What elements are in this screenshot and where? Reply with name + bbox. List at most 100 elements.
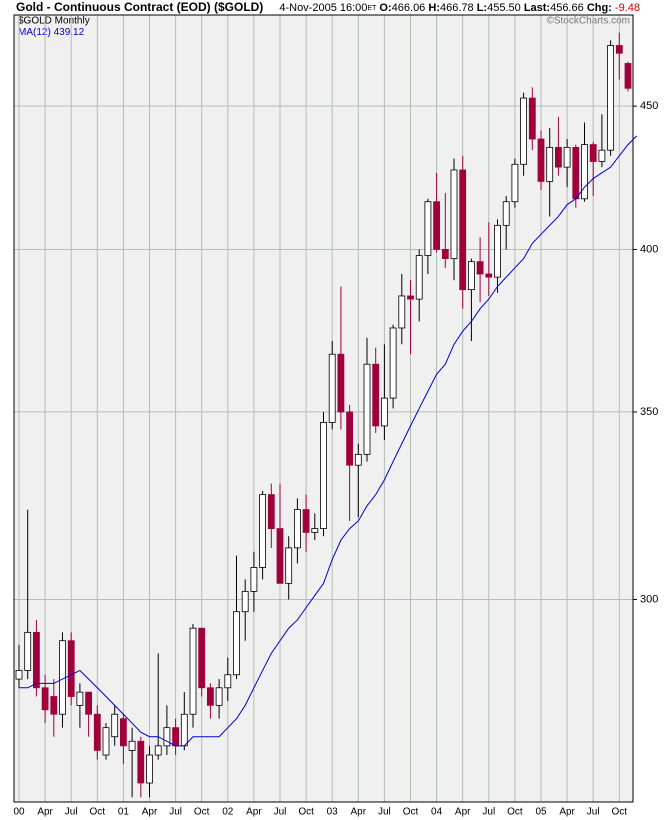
candle-body (581, 144, 588, 200)
candle-body (467, 261, 475, 291)
x-tick-label: Oct (194, 807, 210, 818)
quote: 4-Nov-2005 16:00ET O:466.06 H:466.78 L:4… (279, 2, 640, 14)
candle-body (372, 363, 380, 427)
candle-body (424, 201, 432, 256)
y-tick-label: 450 (640, 100, 658, 112)
x-tick-label: 01 (118, 807, 130, 818)
x-tick-label: Oct (298, 807, 314, 818)
candle-body (241, 590, 249, 613)
x-tick-label: Oct (612, 807, 628, 818)
candle-body (215, 687, 223, 706)
x-tick-label: Jul (482, 807, 495, 818)
candle-body (15, 670, 23, 680)
candle-body (276, 528, 284, 584)
x-tick-label: Oct (403, 807, 419, 818)
x-tick-label: 04 (431, 807, 443, 818)
candle-body (189, 627, 197, 715)
x-tick-label: Jul (378, 807, 391, 818)
candle-body (450, 169, 458, 260)
candle-body (180, 713, 188, 747)
x-tick-label: Jul (65, 807, 78, 818)
ma-name: MA(12) (18, 27, 51, 38)
candle-body (293, 509, 301, 549)
candle-body (206, 687, 214, 706)
candle-body (433, 201, 441, 250)
x-tick-label: Jul (587, 807, 600, 818)
candle-body (172, 727, 180, 747)
x-tick-label: 00 (13, 807, 25, 818)
candle-body (320, 421, 327, 529)
candle-body (511, 163, 519, 203)
candle-body (407, 295, 414, 300)
quote-tz: ET (367, 5, 377, 12)
x-tick-label: Apr (142, 807, 158, 818)
candle-body (459, 169, 467, 291)
candle-body (146, 754, 153, 784)
x-tick-label: Apr (351, 807, 367, 818)
candle-body (328, 353, 336, 423)
candle-body (137, 740, 145, 784)
candle-body (302, 509, 310, 533)
candle-body (163, 727, 171, 747)
candle-body (233, 611, 240, 676)
candle-body (494, 224, 501, 278)
candle-body (520, 97, 527, 165)
quote-field-value: 455.50 (487, 2, 521, 14)
candle-body (59, 640, 66, 715)
y-tick-label: 400 (640, 243, 658, 255)
x-tick-label: Jul (169, 807, 182, 818)
candle-body (555, 146, 562, 168)
candle-body (624, 63, 632, 89)
ma-legend: MA(12) 439.12 (18, 27, 85, 38)
symbol-label: $GOLD Monthly (18, 16, 90, 27)
candle-body (41, 687, 49, 711)
ma-last: 439.12 (54, 27, 85, 38)
x-tick-label: Apr (37, 807, 53, 818)
quote-change: -9.48 (615, 2, 640, 14)
candle-body (311, 528, 319, 533)
x-tick-label: Apr (559, 807, 575, 818)
x-tick-label: Oct (90, 807, 106, 818)
candle-body (154, 745, 162, 756)
x-tick-label: Apr (246, 807, 262, 818)
candle-body (67, 640, 75, 697)
plot-area (13, 14, 634, 803)
candle-body (346, 411, 354, 466)
candle-body (120, 718, 127, 747)
x-tick-label: Oct (507, 807, 523, 818)
candle-body (398, 295, 406, 329)
candle-body (267, 494, 275, 529)
x-tick-label: 05 (535, 807, 547, 818)
candle-body (389, 327, 397, 399)
candle-body (102, 727, 110, 756)
y-tick-label: 300 (640, 593, 658, 605)
y-tick-label: 350 (640, 406, 658, 418)
quote-field-label: L: (477, 2, 487, 14)
x-tick-label: 02 (222, 807, 234, 818)
quote-field-label: Last: (524, 2, 550, 14)
candle-body (285, 547, 293, 584)
x-tick-label: Apr (455, 807, 471, 818)
quote-field-value: 456.66 (550, 2, 584, 14)
candle-body (259, 494, 267, 568)
candle-body (502, 201, 510, 226)
candle-body (363, 363, 371, 455)
candle-body (589, 144, 597, 162)
candle-body (224, 674, 232, 689)
candle-body (615, 45, 623, 54)
candle-body (198, 627, 206, 689)
candle-body (85, 691, 92, 715)
candle-body (546, 146, 554, 182)
candle-body (76, 691, 84, 706)
candle-body (476, 261, 484, 275)
candle-body (607, 45, 614, 151)
candle-body (250, 567, 258, 592)
quote-field-label: H: (428, 2, 440, 14)
candle-body (441, 249, 449, 260)
x-tick-label: Jul (274, 807, 287, 818)
candle-body (572, 146, 580, 200)
quote-field-value: 466.78 (440, 2, 474, 14)
quote-field-value: 466.06 (392, 2, 426, 14)
candle-body (563, 146, 571, 168)
